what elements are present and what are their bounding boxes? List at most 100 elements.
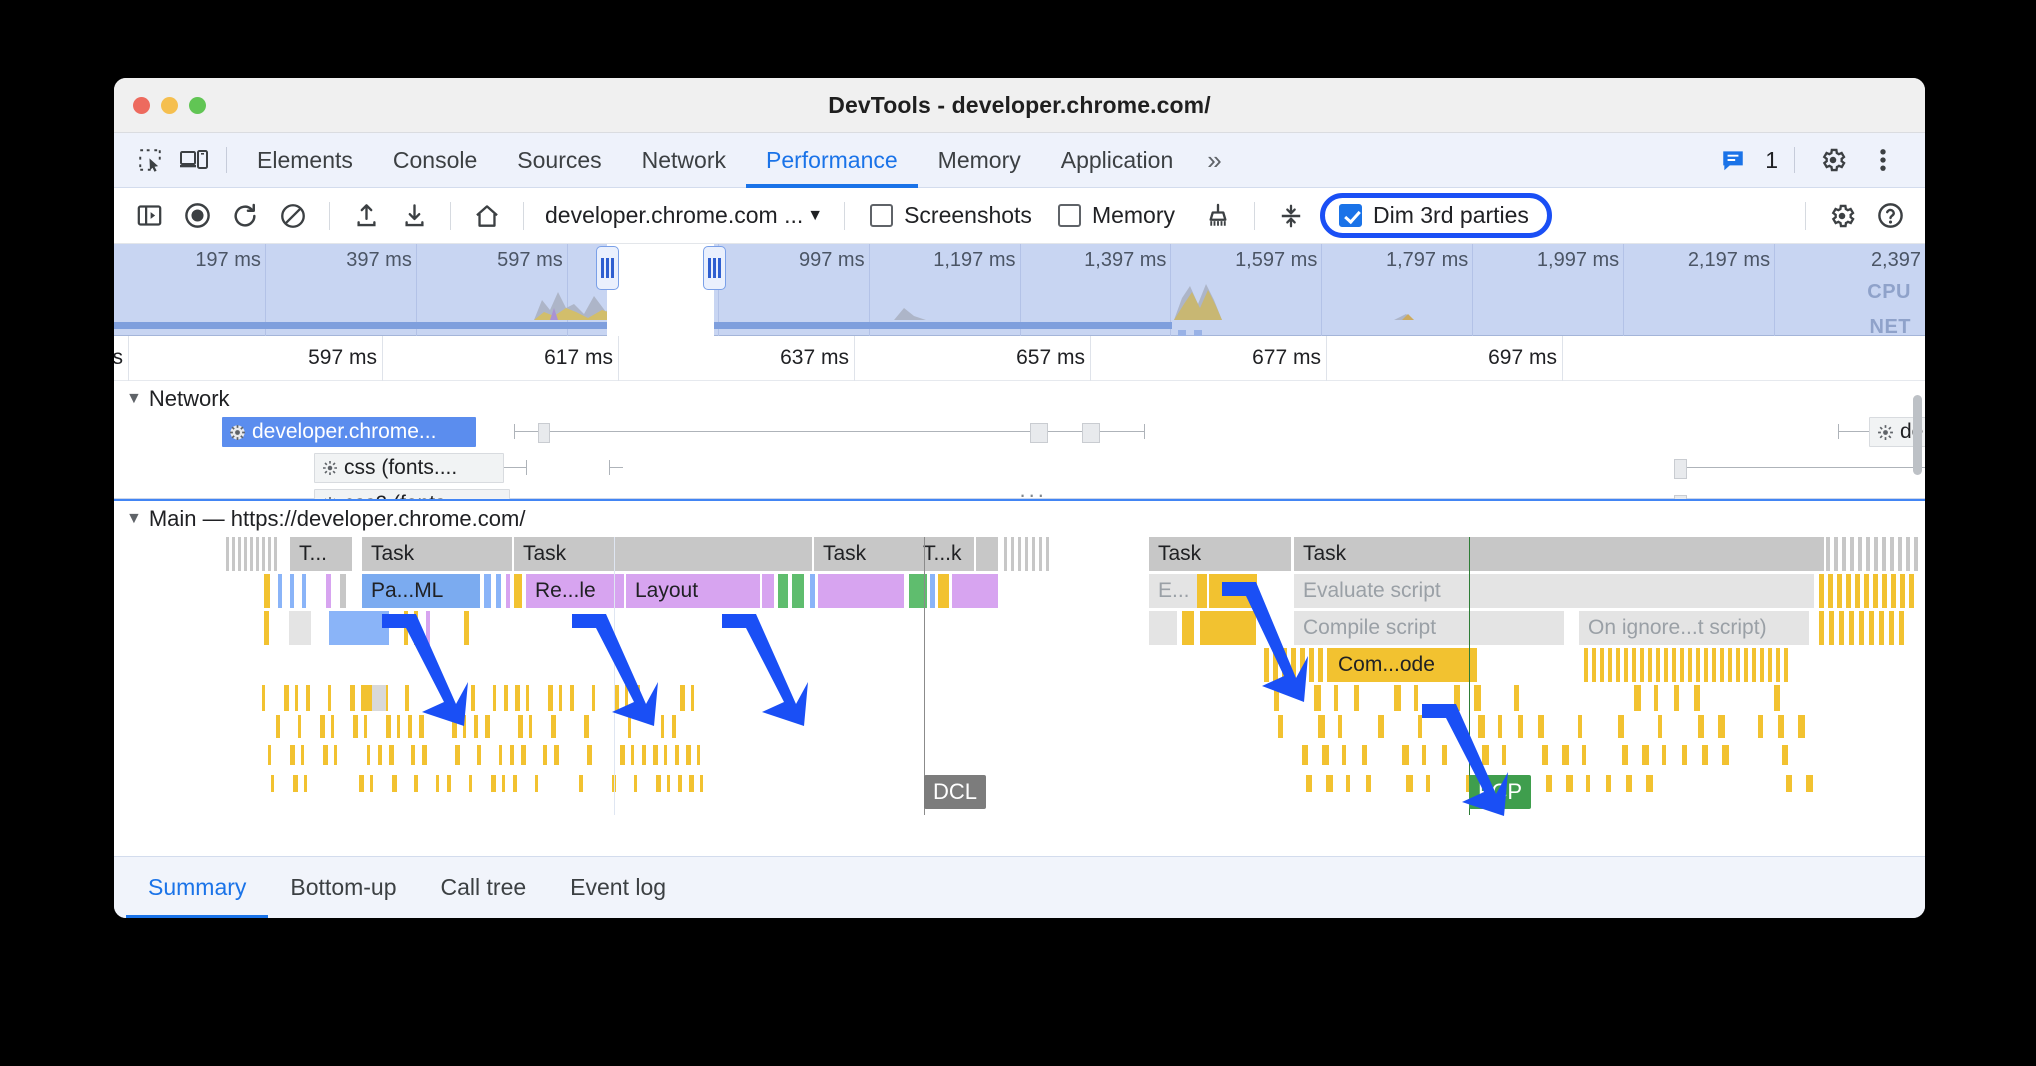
network-track-header[interactable]: ▼ Network	[114, 381, 1925, 417]
task-bar[interactable]: Task	[1149, 537, 1257, 571]
tab-bottom-up[interactable]: Bottom-up	[268, 857, 418, 919]
flame-bar[interactable]	[392, 775, 397, 792]
flame-bar[interactable]	[554, 745, 559, 765]
flame-bar[interactable]	[250, 537, 253, 571]
flame-bar[interactable]	[274, 537, 277, 571]
flame-bar[interactable]	[1616, 648, 1620, 682]
flame-bar[interactable]	[1662, 745, 1666, 765]
flame-bar[interactable]	[1728, 648, 1732, 682]
flame-bar[interactable]	[1362, 745, 1367, 765]
overview-selection-handle-left[interactable]	[596, 246, 619, 290]
flame-bar[interactable]	[1855, 574, 1860, 608]
dim-third-parties-checkbox[interactable]: Dim 3rd parties	[1335, 202, 1533, 229]
task-bar[interactable]: T...	[290, 537, 352, 571]
settings-gear-icon[interactable]	[1811, 140, 1855, 180]
flame-bar[interactable]	[810, 574, 815, 608]
flame-bar[interactable]	[326, 574, 331, 608]
reload-and-record-icon[interactable]	[222, 195, 268, 237]
flame-bar[interactable]	[1722, 745, 1729, 765]
flame-bar[interactable]	[1518, 715, 1523, 738]
flame-bar[interactable]	[422, 745, 427, 765]
flame-bar[interactable]	[1004, 537, 1007, 571]
tab-event-log[interactable]: Event log	[548, 857, 688, 919]
flame-bar[interactable]	[1334, 685, 1338, 711]
flame-bar[interactable]	[614, 574, 624, 608]
tab-call-tree[interactable]: Call tree	[419, 857, 549, 919]
tab-summary[interactable]: Summary	[126, 857, 268, 919]
flame-bar[interactable]	[323, 745, 328, 765]
help-icon[interactable]	[1867, 195, 1913, 237]
home-landing-icon[interactable]	[464, 195, 510, 237]
flame-bar[interactable]	[353, 715, 358, 738]
flame-bar[interactable]	[301, 745, 304, 765]
flame-bar[interactable]	[1899, 611, 1904, 645]
flame-bar[interactable]	[543, 745, 547, 765]
flame-bar[interactable]	[1402, 745, 1409, 765]
flame-bar[interactable]	[477, 745, 481, 765]
flame-bar[interactable]	[397, 715, 400, 738]
flame-bar[interactable]	[1819, 611, 1824, 645]
flame-bar[interactable]: E...	[1149, 574, 1197, 608]
flame-bar[interactable]	[506, 574, 510, 608]
flame-bar[interactable]	[1778, 715, 1784, 738]
flame-bar[interactable]	[1600, 648, 1604, 682]
flame-bar[interactable]	[408, 715, 412, 738]
flame-bar[interactable]	[474, 715, 478, 738]
flame-bar[interactable]	[1882, 537, 1886, 571]
flame-bar[interactable]	[298, 715, 301, 738]
flame-bar[interactable]	[1760, 648, 1764, 682]
task-bar[interactable]: Task	[1294, 537, 1824, 571]
flame-bar[interactable]	[1849, 611, 1854, 645]
flame-bar[interactable]	[1882, 574, 1887, 608]
flame-bar[interactable]	[656, 775, 661, 792]
flame-bar[interactable]	[1618, 715, 1624, 738]
flame-bar[interactable]	[1914, 537, 1918, 571]
flame-bar[interactable]	[306, 685, 310, 711]
flame-bar[interactable]	[930, 574, 935, 608]
collect-garbage-icon[interactable]	[1195, 195, 1241, 237]
flame-bar[interactable]	[1698, 715, 1704, 738]
flame-bar[interactable]	[1606, 775, 1611, 792]
overview-selection-handle-right[interactable]	[703, 246, 726, 290]
flame-bar[interactable]: Evaluate script	[1294, 574, 1814, 608]
device-toolbar-icon[interactable]	[172, 140, 216, 180]
flame-bar[interactable]	[436, 775, 439, 792]
flame-bar[interactable]	[1680, 648, 1684, 682]
flame-bar[interactable]	[367, 745, 370, 765]
flame-bar[interactable]	[264, 611, 269, 645]
flame-bar[interactable]	[1850, 537, 1854, 571]
flame-bar[interactable]	[1758, 715, 1763, 738]
toggle-sidebar-icon[interactable]	[126, 195, 172, 237]
flame-bar[interactable]	[631, 745, 634, 765]
flame-bar[interactable]	[1257, 537, 1291, 571]
flame-bar[interactable]	[359, 775, 364, 792]
flame-bar[interactable]	[634, 775, 637, 792]
flame-bar[interactable]	[678, 775, 682, 792]
flame-bar[interactable]	[1837, 574, 1842, 608]
flame-bar[interactable]	[1834, 537, 1838, 571]
flame-bar[interactable]	[364, 715, 367, 738]
flame-bar[interactable]	[1819, 574, 1824, 608]
flame-bar[interactable]	[818, 574, 904, 608]
flame-bar[interactable]	[653, 745, 658, 765]
fcp-marker[interactable]: FCP	[1469, 775, 1531, 809]
flame-bar[interactable]	[504, 685, 508, 711]
more-tabs-icon[interactable]: »	[1193, 133, 1235, 188]
collapse-all-icon[interactable]	[1268, 195, 1314, 237]
flame-bar[interactable]	[1752, 648, 1756, 682]
flame-bar[interactable]	[499, 745, 502, 765]
flame-bar[interactable]	[636, 685, 640, 711]
flame-bar[interactable]	[1418, 715, 1422, 738]
network-request-bar[interactable]: css (fonts....	[314, 453, 504, 483]
flame-bar[interactable]	[1592, 648, 1596, 682]
flame-bar[interactable]	[592, 685, 595, 711]
flame-bar[interactable]	[664, 745, 667, 765]
flame-bar[interactable]	[1149, 611, 1177, 645]
flame-bar[interactable]	[1906, 537, 1910, 571]
flame-bar[interactable]	[1197, 574, 1207, 608]
flame-bar[interactable]	[1264, 648, 1269, 682]
flame-bar[interactable]	[480, 537, 512, 571]
flame-bar[interactable]	[1890, 537, 1894, 571]
flame-bar[interactable]	[625, 685, 628, 711]
console-messages-icon[interactable]	[1711, 140, 1755, 180]
